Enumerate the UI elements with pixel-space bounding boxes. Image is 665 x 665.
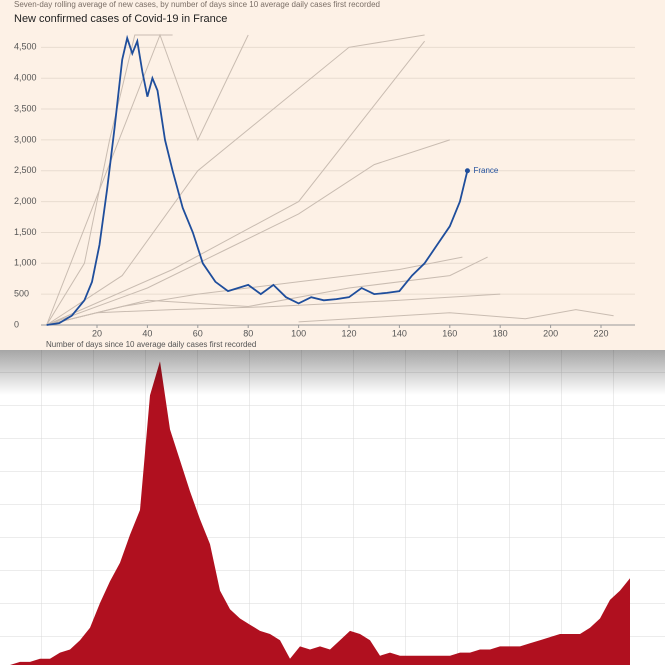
- line-chart: Seven-day rolling average of new cases, …: [0, 0, 665, 350]
- y-tick-label: 3,000: [14, 134, 37, 144]
- series-label: France: [473, 166, 498, 175]
- x-tick-label: 200: [543, 328, 558, 338]
- panel: [0, 0, 665, 350]
- other-country-line: [46, 139, 450, 326]
- x-tick-label: 120: [341, 328, 356, 338]
- x-tick-label: 40: [142, 328, 152, 338]
- subtitle: Seven-day rolling average of new cases, …: [14, 0, 380, 9]
- shadow: [0, 350, 665, 395]
- y-tick-label: 2,500: [14, 165, 37, 175]
- x-axis-label: Number of days since 10 average daily ca…: [46, 340, 256, 349]
- x-tick-label: 140: [392, 328, 407, 338]
- other-country-line: [46, 34, 173, 326]
- other-country-line: [46, 256, 488, 326]
- title: New confirmed cases of Covid-19 in Franc…: [14, 13, 227, 25]
- x-tick-label: 160: [442, 328, 457, 338]
- series-line: [46, 34, 469, 326]
- y-tick-label: 2,000: [14, 196, 37, 206]
- y-tick-label: 4,000: [14, 73, 37, 83]
- other-country-line: [46, 34, 425, 326]
- x-tick-label: 220: [593, 328, 608, 338]
- other-country-line: [46, 293, 501, 326]
- x-tick-label: 20: [92, 328, 102, 338]
- other-country-line: [46, 33, 249, 326]
- area-chart: [0, 350, 665, 665]
- other-country-line: [298, 309, 614, 323]
- y-tick-label: 1,000: [14, 258, 37, 268]
- end-point: [464, 168, 470, 174]
- x-tick-label: 80: [243, 328, 253, 338]
- y-tick-label: 3,500: [14, 103, 37, 113]
- y-tick-label: 1,500: [14, 227, 37, 237]
- area: [0, 361, 630, 665]
- y-tick-label: 500: [14, 289, 29, 299]
- x-tick-label: 180: [493, 328, 508, 338]
- x-tick-label: 60: [193, 328, 203, 338]
- x-tick-label: 100: [291, 328, 306, 338]
- other-country-line: [46, 40, 425, 326]
- y-tick-label: 4,500: [14, 42, 37, 52]
- y-tick-label: 0: [14, 319, 19, 329]
